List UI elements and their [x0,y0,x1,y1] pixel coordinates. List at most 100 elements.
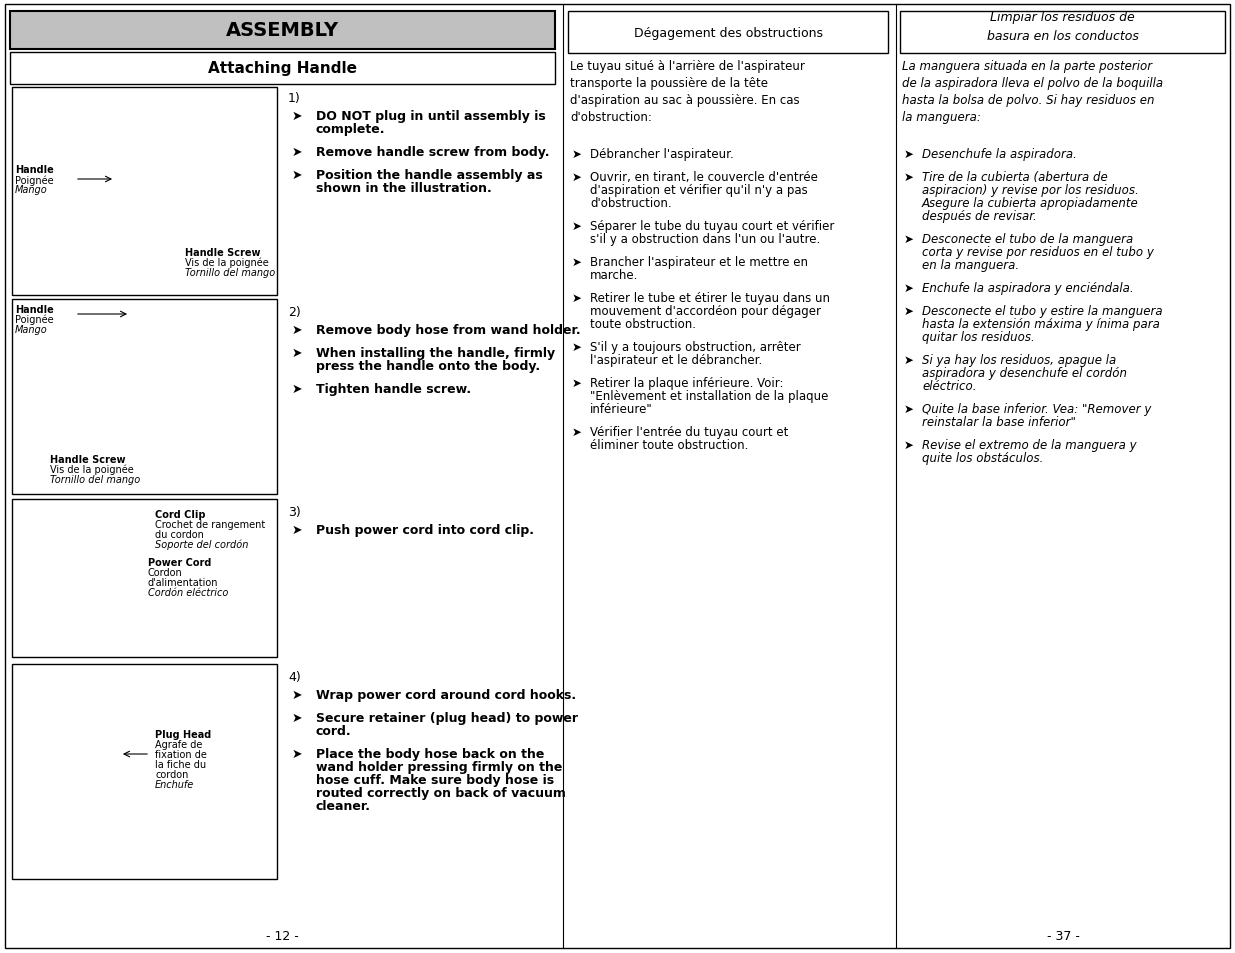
Text: Soporte del cordón: Soporte del cordón [156,539,248,550]
Text: ➤: ➤ [572,292,582,305]
Bar [12,664,277,879]
Text: ➤: ➤ [291,169,303,182]
Text: ➤: ➤ [904,233,914,246]
Text: du cordon: du cordon [156,530,204,539]
Text: ➤: ➤ [291,747,303,760]
Text: Handle: Handle [15,305,54,314]
Text: Crochet de rangement: Crochet de rangement [156,519,266,530]
Text: marche.: marche. [590,269,638,282]
Text: ➤: ➤ [904,305,914,317]
Text: - 12 -: - 12 - [266,929,299,942]
Text: ➤: ➤ [904,282,914,294]
Text: eléctrico.: eléctrico. [923,379,977,393]
Text: inférieure": inférieure" [590,402,653,416]
Text: Débrancher l'aspirateur.: Débrancher l'aspirateur. [590,148,734,161]
Text: cleaner.: cleaner. [316,800,370,812]
Text: ➤: ➤ [904,148,914,161]
Text: complete.: complete. [316,123,385,136]
Text: reinstalar la base inferior": reinstalar la base inferior" [923,416,1076,429]
Text: ➤: ➤ [291,347,303,359]
Text: fixation de: fixation de [156,749,207,760]
Text: Limpiar los residuos de
basura en los conductos: Limpiar los residuos de basura en los co… [987,11,1139,43]
Text: Tornillo del mango: Tornillo del mango [185,268,275,277]
Bar [568,12,888,54]
Text: s'il y a obstruction dans l'un ou l'autre.: s'il y a obstruction dans l'un ou l'autr… [590,233,820,246]
Text: Plug Head: Plug Head [156,729,211,740]
Text: la fiche du: la fiche du [156,760,206,769]
Text: ASSEMBLY: ASSEMBLY [226,22,338,40]
Text: aspiradora y desenchufe el cordón: aspiradora y desenchufe el cordón [923,367,1128,379]
Text: Agrafe de: Agrafe de [156,740,203,749]
Text: Tornillo del mango: Tornillo del mango [49,475,141,484]
Text: Remove handle screw from body.: Remove handle screw from body. [316,146,550,159]
Text: corta y revise por residuos en el tubo y: corta y revise por residuos en el tubo y [923,246,1153,258]
Text: Handle Screw: Handle Screw [49,455,126,464]
Bar [10,12,555,50]
Text: ➤: ➤ [572,376,582,390]
Text: Quite la base inferior. Vea: "Remover y: Quite la base inferior. Vea: "Remover y [923,402,1151,416]
Text: ➤: ➤ [291,146,303,159]
Text: Attaching Handle: Attaching Handle [207,61,357,76]
Text: mouvement d'accordéon pour dégager: mouvement d'accordéon pour dégager [590,305,821,317]
Text: ➤: ➤ [291,523,303,537]
Text: Vis de la poignée: Vis de la poignée [49,464,133,475]
Text: ➤: ➤ [904,438,914,452]
Text: ➤: ➤ [572,220,582,233]
Text: ➤: ➤ [572,148,582,161]
Text: Tighten handle screw.: Tighten handle screw. [316,382,471,395]
Text: Secure retainer (plug head) to power: Secure retainer (plug head) to power [316,711,578,724]
Text: Ouvrir, en tirant, le couvercle d'entrée: Ouvrir, en tirant, le couvercle d'entrée [590,171,818,184]
Text: Revise el extremo de la manguera y: Revise el extremo de la manguera y [923,438,1136,452]
Text: Enchufe la aspiradora y enciéndala.: Enchufe la aspiradora y enciéndala. [923,282,1134,294]
Text: Retirer la plaque inférieure. Voir:: Retirer la plaque inférieure. Voir: [590,376,783,390]
Text: Push power cord into cord clip.: Push power cord into cord clip. [316,523,534,537]
Text: d'alimentation: d'alimentation [148,578,219,587]
Text: Mango: Mango [15,185,48,194]
Text: Enchufe: Enchufe [156,780,194,789]
Bar [12,299,277,495]
Text: Retirer le tube et étirer le tuyau dans un: Retirer le tube et étirer le tuyau dans … [590,292,830,305]
Text: cord.: cord. [316,724,352,738]
Text: Mango: Mango [15,325,48,335]
Text: ➤: ➤ [572,255,582,269]
Text: cordon: cordon [156,769,189,780]
Text: 3): 3) [288,505,301,518]
Text: Asegure la cubierta apropiadamente: Asegure la cubierta apropiadamente [923,196,1139,210]
Text: Place the body hose back on the: Place the body hose back on the [316,747,545,760]
Text: Si ya hay los residuos, apague la: Si ya hay los residuos, apague la [923,354,1116,367]
Text: después de revisar.: después de revisar. [923,210,1036,223]
Text: d'obstruction.: d'obstruction. [590,196,672,210]
Text: DO NOT plug in until assembly is: DO NOT plug in until assembly is [316,110,546,123]
Text: ➤: ➤ [904,171,914,184]
Text: ➤: ➤ [572,171,582,184]
Text: l'aspirateur et le débrancher.: l'aspirateur et le débrancher. [590,354,762,367]
Text: shown in the illustration.: shown in the illustration. [316,182,492,194]
Bar [900,12,1225,54]
Text: Brancher l'aspirateur et le mettre en: Brancher l'aspirateur et le mettre en [590,255,808,269]
Text: Tire de la cubierta (abertura de: Tire de la cubierta (abertura de [923,171,1108,184]
Text: quitar los residuos.: quitar los residuos. [923,331,1035,344]
Text: ➤: ➤ [291,324,303,336]
Text: aspiracion) y revise por los residuos.: aspiracion) y revise por los residuos. [923,184,1139,196]
Text: Poignée: Poignée [15,314,53,325]
Text: Wrap power cord around cord hooks.: Wrap power cord around cord hooks. [316,688,576,701]
Text: ➤: ➤ [291,110,303,123]
Text: Cordón eléctrico: Cordón eléctrico [148,587,228,598]
Bar [12,88,277,295]
Text: Séparer le tube du tuyau court et vérifier: Séparer le tube du tuyau court et vérifi… [590,220,835,233]
Text: Desenchufe la aspiradora.: Desenchufe la aspiradora. [923,148,1077,161]
Text: ➤: ➤ [572,426,582,438]
Text: 1): 1) [288,91,301,105]
Text: "Enlèvement et installation de la plaque: "Enlèvement et installation de la plaque [590,390,829,402]
Bar [12,499,277,658]
Text: en la manguera.: en la manguera. [923,258,1019,272]
Text: ➤: ➤ [291,688,303,701]
Text: hasta la extensión máxima y ínima para: hasta la extensión máxima y ínima para [923,317,1160,331]
Text: toute obstruction.: toute obstruction. [590,317,697,331]
Text: ➤: ➤ [572,340,582,354]
Text: Poignée: Poignée [15,174,53,185]
Text: Handle: Handle [15,165,54,174]
Text: quite los obstáculos.: quite los obstáculos. [923,452,1044,464]
Text: S'il y a toujours obstruction, arrêter: S'il y a toujours obstruction, arrêter [590,340,800,354]
Text: Power Cord: Power Cord [148,558,211,567]
